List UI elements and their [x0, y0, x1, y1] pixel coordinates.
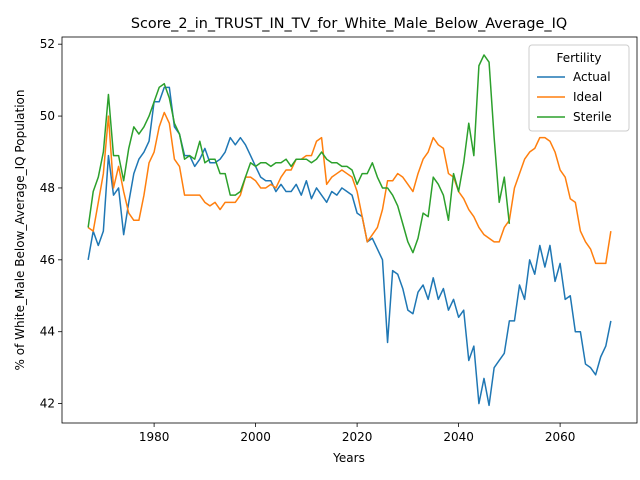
legend-box [528, 44, 630, 132]
line-series [87, 86, 612, 407]
y-tick-label: 44 [40, 325, 55, 339]
y-tick-label: 46 [40, 253, 55, 267]
y-tick-label: 48 [40, 181, 55, 195]
x-tick-label: 2060 [545, 430, 576, 444]
line-series [87, 54, 511, 254]
legend-label: Ideal [573, 90, 602, 104]
y-tick-label: 42 [40, 397, 55, 411]
y-tick-label: 50 [40, 109, 55, 123]
chart-title: Score_2_in_TRUST_IN_TV_for_White_Male_Be… [131, 16, 567, 32]
plot-frame [61, 36, 638, 424]
line-series [87, 111, 612, 265]
legend-title: Fertility [556, 51, 601, 65]
legend-label: Sterile [573, 110, 612, 124]
y-tick-label: 52 [40, 37, 55, 51]
x-axis-label: Years [332, 451, 365, 465]
x-tick-label: 2000 [240, 430, 271, 444]
x-tick-label: 1980 [139, 430, 170, 444]
legend-label: Actual [573, 70, 611, 84]
y-axis-label: % of White_Male Below_Average_IQ Populat… [13, 90, 27, 371]
x-tick-label: 2040 [443, 430, 474, 444]
x-tick-label: 2020 [342, 430, 373, 444]
